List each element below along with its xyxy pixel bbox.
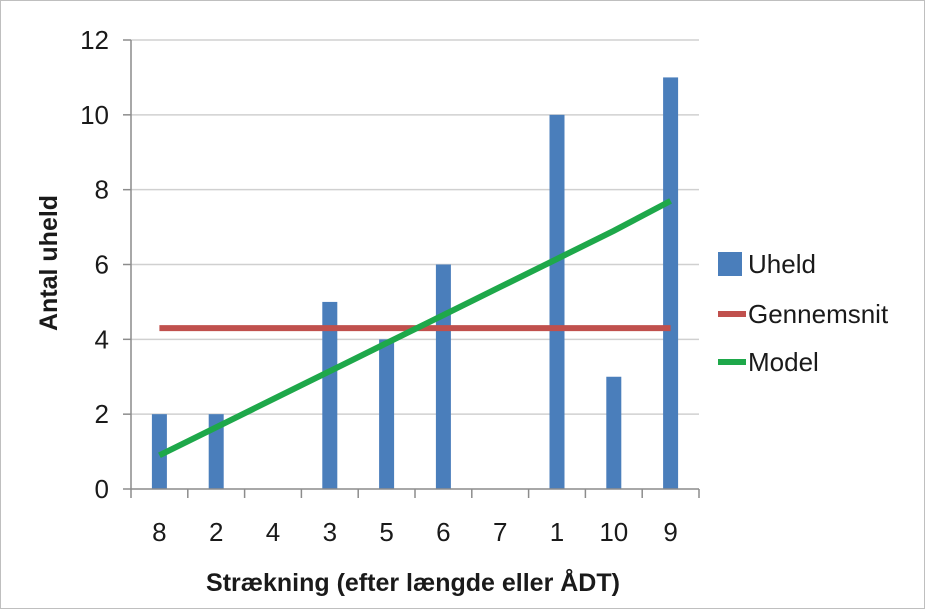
x-tick-label: 9 [663, 517, 677, 547]
bar [208, 414, 224, 489]
x-tick-label: 1 [550, 517, 564, 547]
y-tick-label: 0 [95, 474, 109, 504]
bar [606, 376, 622, 489]
y-tick-label: 2 [95, 399, 109, 429]
y-tick-label: 10 [80, 100, 109, 130]
axes [123, 39, 700, 498]
bar [549, 114, 565, 489]
x-tick-label: 7 [493, 517, 507, 547]
x-tick-label: 4 [266, 517, 280, 547]
x-tick-label: 8 [152, 517, 166, 547]
legend-swatch-uheld [718, 252, 742, 276]
x-tick-label: 6 [436, 517, 450, 547]
bar [435, 264, 451, 489]
x-tick-label: 2 [209, 517, 223, 547]
bar [151, 414, 167, 489]
bar [379, 339, 395, 489]
y-tick-labels: 0 2 4 6 8 10 12 [80, 25, 109, 504]
legend: Uheld Gennemsnit Model [718, 249, 889, 377]
x-tick-label: 3 [323, 517, 337, 547]
bar [663, 77, 679, 490]
x-axis-title: Strækning (efter længde eller ÅDT) [206, 568, 620, 597]
legend-label-gennemsnit: Gennemsnit [748, 299, 889, 329]
x-tick-labels: 8 2 4 3 5 6 7 1 10 9 [152, 517, 678, 547]
x-tick-label: 10 [599, 517, 628, 547]
line-series [158, 198, 672, 459]
legend-label-uheld: Uheld [748, 249, 816, 279]
x-tick-label: 5 [379, 517, 393, 547]
y-axis-title: Antal uheld [35, 195, 63, 331]
bar [322, 301, 338, 489]
y-tick-label: 4 [95, 324, 109, 354]
y-tick-label: 6 [95, 250, 109, 280]
y-tick-label: 8 [95, 175, 109, 205]
series-line-model [158, 198, 672, 459]
gridlines [131, 39, 699, 415]
legend-label-model: Model [748, 347, 819, 377]
y-tick-label: 12 [80, 25, 109, 55]
bar-series [151, 77, 679, 490]
